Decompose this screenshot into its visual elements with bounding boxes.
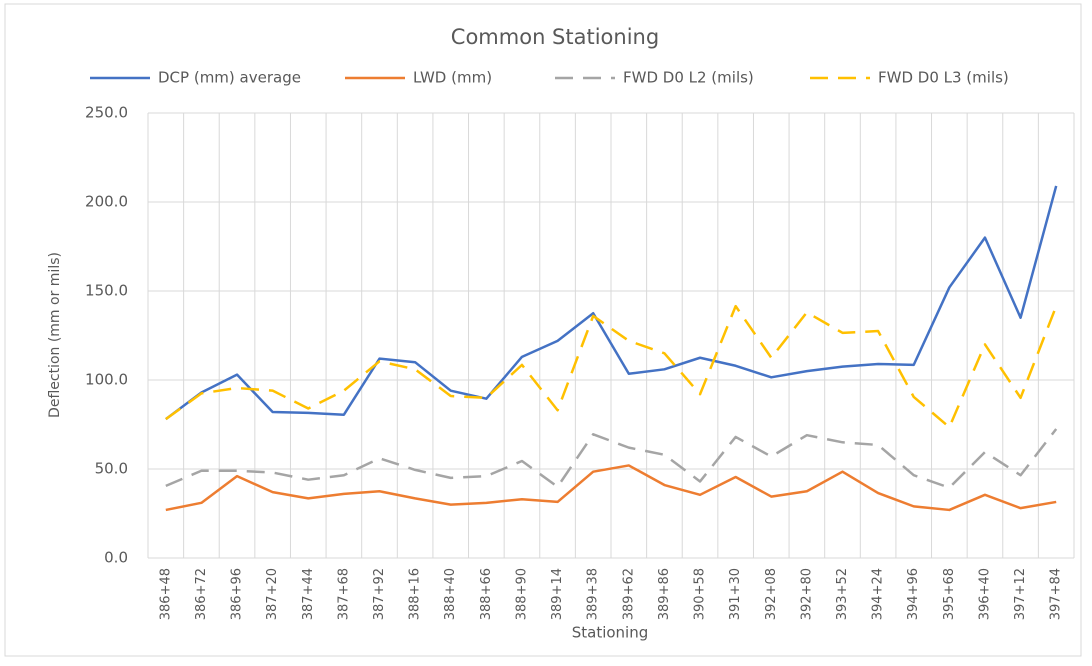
y-tick-label: 0.0 <box>104 549 128 567</box>
y-tick-label: 200.0 <box>85 193 128 211</box>
x-tick-label: 387+20 <box>265 568 280 620</box>
x-tick-label: 393+52 <box>835 568 850 620</box>
series-line <box>165 428 1058 489</box>
x-tick-label: 394+24 <box>871 568 886 620</box>
x-axis-title: Stationing <box>572 624 649 642</box>
x-tick-label: 389+62 <box>621 568 636 620</box>
x-tick-label: 397+12 <box>1013 568 1028 620</box>
x-tick-label: 389+86 <box>657 568 672 620</box>
legend-label: FWD D0 L3 (mils) <box>878 69 1009 87</box>
x-tick-label: 392+80 <box>799 568 814 620</box>
x-tick-label: 387+68 <box>336 568 351 620</box>
legend-label: FWD D0 L2 (mils) <box>623 69 754 87</box>
x-tick-label: 388+40 <box>443 568 458 620</box>
x-tick-label: 396+40 <box>977 568 992 620</box>
series-line <box>165 464 1057 512</box>
x-tick-label: 389+14 <box>550 568 565 620</box>
x-tick-label: 386+96 <box>230 568 245 620</box>
x-tick-label: 388+16 <box>408 568 423 620</box>
x-tick-label: 387+44 <box>301 568 316 620</box>
x-tick-label: 386+48 <box>158 568 173 620</box>
x-tick-label: 389+38 <box>586 568 601 620</box>
x-tick-label: 397+84 <box>1049 568 1064 620</box>
x-tick-label: 392+08 <box>764 568 779 620</box>
x-tick-label: 390+58 <box>693 568 708 620</box>
x-tick-label: 395+68 <box>942 568 957 620</box>
x-tick-label: 388+90 <box>514 568 529 620</box>
x-tick-label: 388+66 <box>479 568 494 620</box>
chart-title: Common Stationing <box>451 25 659 49</box>
legend-label: LWD (mm) <box>413 69 492 87</box>
x-tick-label: 394+96 <box>906 568 921 620</box>
legend-label: DCP (mm) average <box>158 69 301 87</box>
y-tick-label: 100.0 <box>85 371 128 389</box>
x-tick-label: 391+30 <box>728 568 743 620</box>
series-line <box>165 185 1058 421</box>
x-tick-label: 386+72 <box>194 568 209 620</box>
y-tick-label: 50.0 <box>95 460 128 478</box>
y-axis-title: Deflection (mm or mils) <box>47 252 63 418</box>
y-tick-label: 150.0 <box>85 282 128 300</box>
y-tick-label: 250.0 <box>85 104 128 122</box>
x-tick-label: 387+92 <box>372 568 387 620</box>
